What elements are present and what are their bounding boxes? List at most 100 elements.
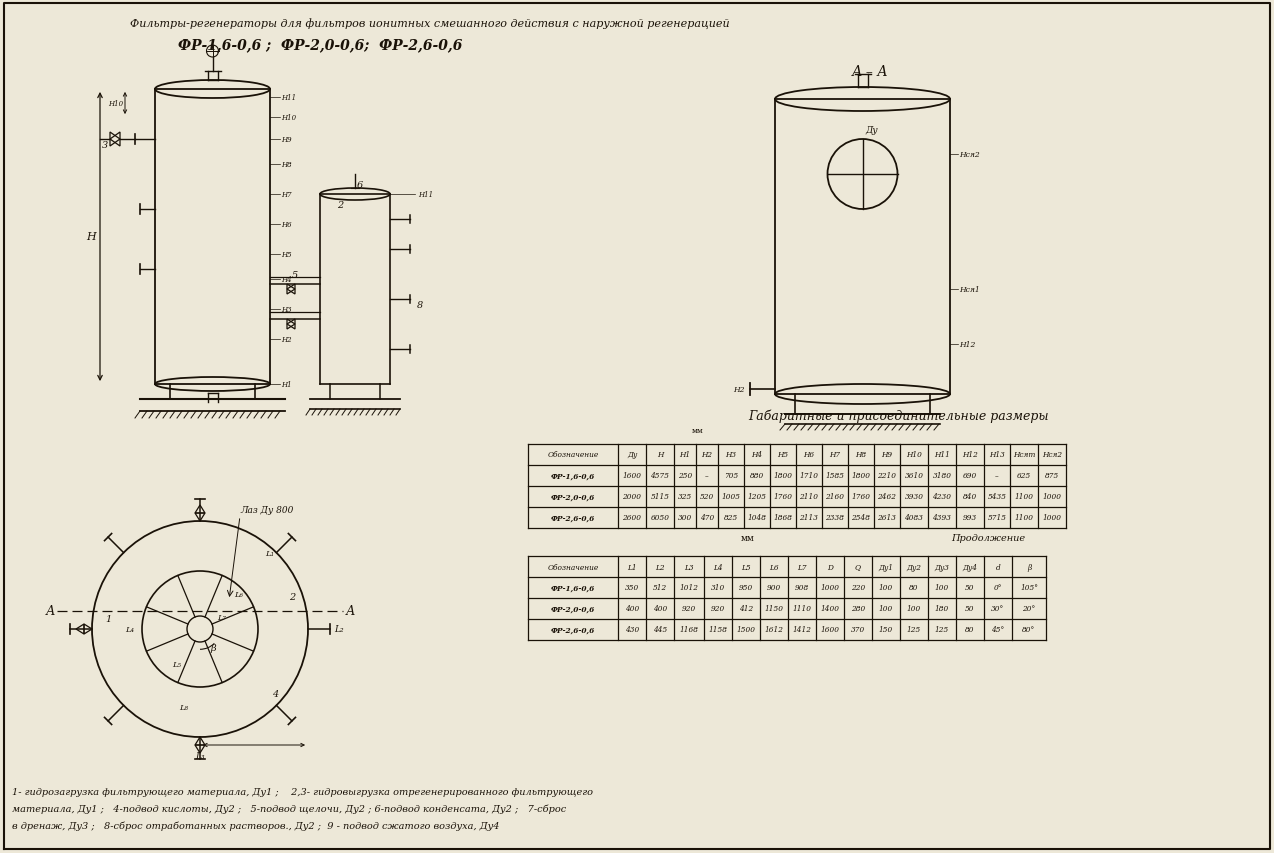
Text: L₃: L₃: [195, 751, 205, 760]
Text: 250: 250: [678, 472, 692, 480]
Text: L₇: L₇: [218, 613, 227, 622]
Text: Фильтры-регенераторы для фильтров ионитных смешанного действия с наружной регене: Фильтры-регенераторы для фильтров ионитн…: [130, 18, 730, 29]
Text: Н3: Н3: [725, 451, 736, 459]
Text: 2113: 2113: [800, 514, 818, 522]
Text: Ду: Ду: [627, 451, 637, 459]
Text: ФР-2,0-0,6: ФР-2,0-0,6: [550, 493, 595, 501]
Text: 400: 400: [624, 605, 640, 612]
Text: β: β: [1027, 563, 1031, 571]
Text: 920: 920: [711, 605, 725, 612]
Text: L₅: L₅: [172, 660, 181, 668]
Text: Габаритные и присоединительные размеры: Габаритные и присоединительные размеры: [748, 409, 1049, 422]
Text: Н4: Н4: [752, 451, 763, 459]
Text: Н10: Н10: [906, 451, 922, 459]
Text: 1800: 1800: [851, 472, 870, 480]
Text: 180: 180: [935, 605, 949, 612]
Text: L₁: L₁: [265, 549, 274, 558]
Text: Нся2: Нся2: [959, 151, 980, 159]
Text: 900: 900: [767, 583, 781, 592]
Text: 1- гидрозагрузка фильтрующего материала, Ду1 ;    2,3- гидровыгрузка отрегенерир: 1- гидрозагрузка фильтрующего материала,…: [11, 787, 592, 796]
Text: 993: 993: [963, 514, 977, 522]
Text: Н: Н: [657, 451, 664, 459]
Text: Н5: Н5: [777, 451, 789, 459]
Text: 105°: 105°: [1020, 583, 1038, 592]
Text: Н11: Н11: [282, 94, 296, 102]
Text: 705: 705: [724, 472, 738, 480]
Text: ФР-1,6-0,6: ФР-1,6-0,6: [550, 583, 595, 592]
Text: 1005: 1005: [721, 493, 740, 501]
Text: А: А: [345, 605, 354, 618]
Text: Лаз Ду 800: Лаз Ду 800: [240, 506, 293, 514]
Text: 1800: 1800: [773, 472, 792, 480]
Text: материала, Ду1 ;   4-подвод кислоты, Ду2 ;   5-подвод щелочи, Ду2 ; 6-подвод кон: материала, Ду1 ; 4-подвод кислоты, Ду2 ;…: [11, 804, 566, 814]
Text: 300: 300: [678, 514, 692, 522]
Text: Н5: Н5: [282, 251, 292, 258]
Text: Н7: Н7: [829, 451, 841, 459]
Text: 920: 920: [682, 605, 696, 612]
Text: 1100: 1100: [1014, 493, 1033, 501]
Text: L₄: L₄: [125, 625, 134, 633]
Text: 3610: 3610: [905, 472, 924, 480]
Text: 370: 370: [851, 626, 865, 634]
Text: Обозначение: Обозначение: [548, 451, 599, 459]
Text: 20°: 20°: [1022, 605, 1036, 612]
Text: 520: 520: [699, 493, 715, 501]
Text: 0°: 0°: [994, 583, 1003, 592]
Text: Ду2: Ду2: [907, 563, 921, 571]
Text: 3180: 3180: [933, 472, 952, 480]
Text: 1012: 1012: [679, 583, 698, 592]
Text: L₈: L₈: [180, 703, 189, 711]
Text: 1205: 1205: [748, 493, 767, 501]
Text: L7: L7: [798, 563, 806, 571]
Text: 1500: 1500: [736, 626, 755, 634]
Text: 625: 625: [1017, 472, 1031, 480]
Text: 4393: 4393: [933, 514, 952, 522]
Text: 5115: 5115: [651, 493, 670, 501]
Text: Нся2: Нся2: [1042, 451, 1063, 459]
Text: ФР-2,6-0,6: ФР-2,6-0,6: [550, 626, 595, 634]
Text: А: А: [46, 605, 55, 618]
Text: –: –: [705, 472, 708, 480]
Text: Н1: Н1: [282, 380, 292, 389]
Text: 325: 325: [678, 493, 692, 501]
Text: 1600: 1600: [820, 626, 840, 634]
Text: 2000: 2000: [623, 493, 642, 501]
Text: 3: 3: [102, 141, 108, 149]
Text: L3: L3: [684, 563, 694, 571]
Text: Продолжение: Продолжение: [950, 533, 1026, 543]
Text: Ду4: Ду4: [962, 563, 977, 571]
Text: 80: 80: [910, 583, 919, 592]
Text: мм: мм: [741, 533, 755, 543]
Text: Н8: Н8: [855, 451, 866, 459]
Text: А – А: А – А: [851, 65, 888, 79]
Text: 350: 350: [624, 583, 640, 592]
Text: L2: L2: [655, 563, 665, 571]
Text: Н10: Н10: [108, 100, 124, 107]
Text: 4575: 4575: [651, 472, 670, 480]
Text: 30°: 30°: [991, 605, 1005, 612]
Text: Н9: Н9: [282, 136, 292, 144]
Text: 1: 1: [104, 614, 111, 623]
Text: L₂: L₂: [334, 624, 344, 634]
Text: Н11: Н11: [418, 191, 433, 199]
Text: 2600: 2600: [623, 514, 642, 522]
Text: Н2: Н2: [702, 451, 712, 459]
Text: Н12: Н12: [959, 340, 976, 349]
Text: 1868: 1868: [773, 514, 792, 522]
Text: 2338: 2338: [826, 514, 845, 522]
Text: 1110: 1110: [792, 605, 812, 612]
Text: Н6: Н6: [282, 221, 292, 229]
Text: мм: мм: [692, 426, 703, 434]
Text: 950: 950: [739, 583, 753, 592]
Text: 2: 2: [289, 592, 294, 601]
Text: 1585: 1585: [826, 472, 845, 480]
Text: в дренаж, Ду3 ;   8-сброс отработанных растворов., Ду2 ;  9 - подвод сжатого воз: в дренаж, Ду3 ; 8-сброс отработанных рас…: [11, 821, 499, 831]
Text: L4: L4: [713, 563, 722, 571]
Text: 1000: 1000: [1042, 493, 1061, 501]
Text: Н8: Н8: [282, 161, 292, 169]
Text: 6050: 6050: [651, 514, 670, 522]
Text: L1: L1: [627, 563, 637, 571]
Text: 280: 280: [851, 605, 865, 612]
Text: 445: 445: [652, 626, 668, 634]
Text: 1158: 1158: [708, 626, 727, 634]
